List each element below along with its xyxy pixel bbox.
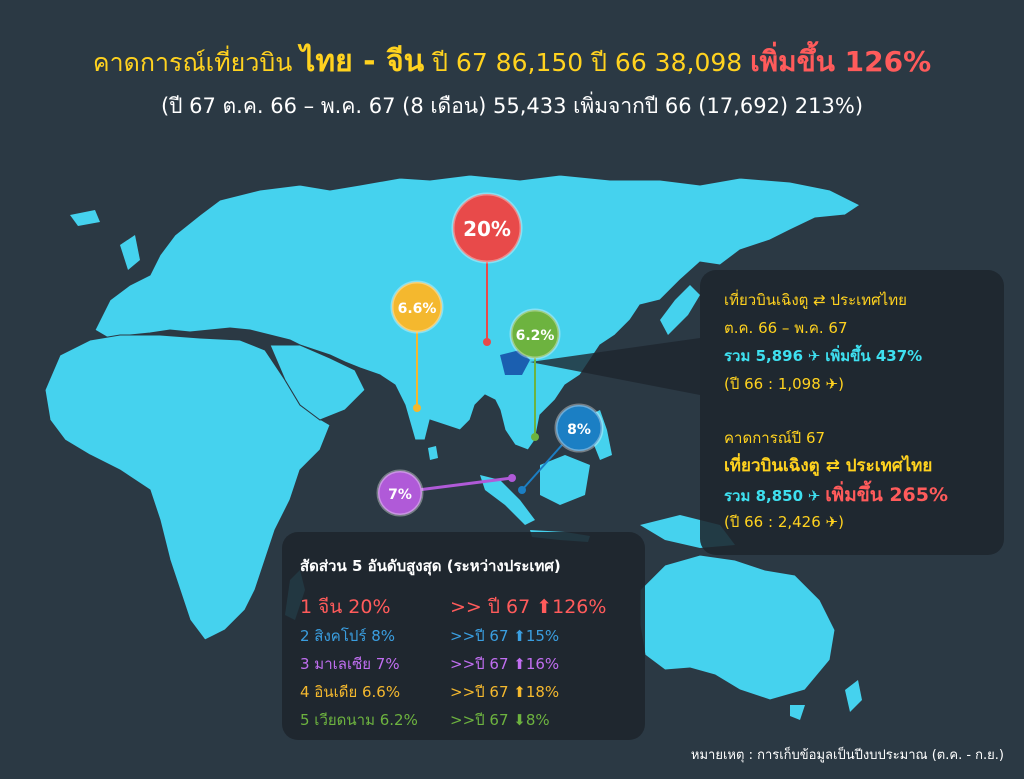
sumatra xyxy=(480,475,535,525)
subline: (ปี 67 ต.ค. 66 – พ.ค. 67 (8 เดือน) 55,43… xyxy=(160,94,864,118)
rank-year: >>ปี 67 ⬆18% xyxy=(450,683,560,701)
new-zealand xyxy=(845,680,862,712)
chengdu-region xyxy=(500,350,530,375)
arabia-landmass xyxy=(269,344,366,421)
india-pin-label: 6.6% xyxy=(398,301,437,317)
forecast-route: เที่ยวบินเฉิงตู ⇄ ประเทศไทย xyxy=(724,456,933,476)
australia-landmass xyxy=(639,554,836,701)
chengdu-total: รวม 5,896 xyxy=(724,347,804,365)
plane-icon: ✈ xyxy=(807,487,821,505)
forecast-total: รวม 8,850 xyxy=(724,487,804,505)
rank-label: 4 อินเดีย 6.6% xyxy=(300,683,401,701)
chengdu-callout xyxy=(530,338,700,395)
ranking-title: สัดส่วน 5 อันดับสูงสุด (ระหว่างประเทศ) xyxy=(300,557,561,575)
chengdu-prev: (ปี 66 : 1,098 xyxy=(724,375,821,393)
ranking-panel: สัดส่วน 5 อันดับสูงสุด (ระหว่างประเทศ) 1… xyxy=(282,532,645,740)
plane-icon: ✈) xyxy=(825,513,844,531)
headline-route: ไทย - จีน xyxy=(300,44,425,79)
rank-label: 5 เวียดนาม 6.2% xyxy=(300,711,418,729)
ranking-item: 3 มาเลเซีย 7% >>ปี 67 ⬆16% xyxy=(300,652,559,676)
japan xyxy=(660,285,700,335)
forecast-title: คาดการณ์ปี 67 xyxy=(724,429,826,447)
iceland xyxy=(70,210,100,226)
india-pin: 6.6% xyxy=(390,280,444,412)
rank-label: 3 มาเลเซีย 7% xyxy=(300,655,400,673)
rank-label: 2 สิงคโปร์ 8% xyxy=(300,627,396,645)
british-isles xyxy=(120,235,140,270)
chengdu-prev-row: (ปี 66 : 1,098 ✈) xyxy=(724,372,844,396)
headline-part2: ปี 67 86,150 ปี 66 38,098 xyxy=(432,48,743,77)
forecast-prev-row: (ปี 66 : 2,426 ✈) xyxy=(724,510,844,534)
footnote: หมายเหตุ : การเก็บข้อมูลเป็นปีงบประมาณ (… xyxy=(690,748,1004,763)
ranking-item: 5 เวียดนาม 6.2% >>ปี 67 ⬇8% xyxy=(300,708,550,732)
chengdu-growth: เพิ่มขึ้น 437% xyxy=(825,347,923,365)
vietnam-pin-label: 6.2% xyxy=(516,328,555,344)
singapore-pin: 8% xyxy=(518,403,604,494)
ranking-item: 1 จีน 20% >> ปี 67 ⬆126% xyxy=(300,592,606,622)
chengdu-title: เที่ยวบินเฉิงตู ⇄ ประเทศไทย xyxy=(724,291,907,309)
singapore-pin-label: 8% xyxy=(567,422,591,438)
forecast-prev: (ปี 66 : 2,426 xyxy=(724,513,821,531)
chengdu-period: ต.ค. 66 – พ.ค. 67 xyxy=(724,319,848,337)
plane-icon: ✈) xyxy=(825,375,844,393)
china-pin-label: 20% xyxy=(463,217,511,241)
sri-lanka xyxy=(428,446,438,460)
vietnam-pin: 6.2% xyxy=(509,308,561,441)
forecast-growth: เพิ่มขึ้น 265% xyxy=(825,484,949,506)
rank-year: >>ปี 67 ⬇8% xyxy=(450,711,550,729)
rank-year: >> ปี 67 ⬆126% xyxy=(450,596,607,618)
rank-year: >>ปี 67 ⬆16% xyxy=(450,655,560,673)
tasmania xyxy=(790,705,805,720)
ranking-item: 2 สิงคโปร์ 8% >>ปี 67 ⬆15% xyxy=(300,624,559,648)
chengdu-total-row: รวม 5,896 ✈ เพิ่มขึ้น 437% xyxy=(724,344,922,368)
headline-growth: เพิ่มขึ้น 126% xyxy=(750,45,932,78)
africa-landmass xyxy=(44,334,331,641)
rank-year: >>ปี 67 ⬆15% xyxy=(450,627,560,645)
malaysia-pin-label: 7% xyxy=(388,487,412,503)
borneo xyxy=(540,455,590,505)
chengdu-panel: เที่ยวบินเฉิงตู ⇄ ประเทศไทย ต.ค. 66 – พ.… xyxy=(700,270,1004,555)
ranking-item: 4 อินเดีย 6.6% >>ปี 67 ⬆18% xyxy=(300,680,559,704)
china-pin: 20% xyxy=(451,192,523,346)
forecast-total-row: รวม 8,850 ✈ เพิ่มขึ้น 265% xyxy=(724,480,948,510)
malaysia-pin: 7% xyxy=(376,469,516,517)
plane-icon: ✈ xyxy=(807,347,821,365)
rank-label: 1 จีน 20% xyxy=(300,596,391,618)
headline: คาดการณ์เที่ยวบิน ไทย - จีน ปี 67 86,150… xyxy=(0,38,1024,85)
headline-part1: คาดการณ์เที่ยวบิน xyxy=(92,48,293,77)
